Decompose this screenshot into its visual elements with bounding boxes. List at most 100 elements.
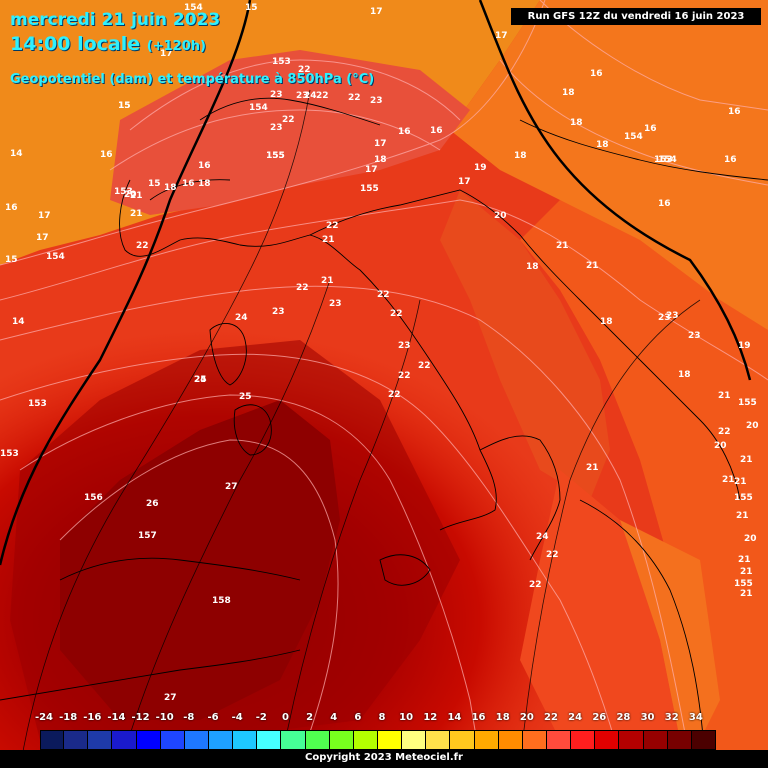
forecast-time: 14:00 locale (+120h) bbox=[10, 33, 206, 55]
color-swatch bbox=[547, 730, 572, 750]
scale-tick-label: -24 bbox=[34, 712, 54, 723]
scale-tick-label: 24 bbox=[568, 712, 583, 723]
scale-tick-label: 16 bbox=[471, 712, 486, 723]
temp-label: 19 bbox=[474, 163, 487, 173]
scale-tick-label: 30 bbox=[640, 712, 655, 723]
temp-label: 17 bbox=[36, 233, 49, 243]
temp-label: 21 bbox=[321, 276, 334, 286]
geopot-label: 153 bbox=[654, 155, 673, 165]
temp-label: 25 bbox=[194, 375, 207, 385]
color-swatch bbox=[571, 730, 596, 750]
color-swatch bbox=[667, 730, 692, 750]
temp-label: 21 bbox=[736, 511, 749, 521]
temp-label: 22 bbox=[326, 221, 339, 231]
temp-label: 18 bbox=[164, 183, 177, 193]
temp-label: 23 bbox=[398, 341, 411, 351]
scale-tick-label: 12 bbox=[423, 712, 438, 723]
temp-label: 23 bbox=[688, 331, 701, 341]
temp-label: 19 bbox=[738, 341, 751, 351]
temp-label: 18 bbox=[570, 118, 583, 128]
temp-label: 22 bbox=[390, 309, 403, 319]
color-swatch bbox=[160, 730, 185, 750]
scale-tick-label: 18 bbox=[495, 712, 510, 723]
color-swatch bbox=[474, 730, 499, 750]
geopot-label: 153 bbox=[0, 449, 19, 459]
temp-label: 18 bbox=[600, 317, 613, 327]
temp-label: 27 bbox=[164, 693, 177, 703]
scale-tick-label: -14 bbox=[107, 712, 126, 723]
temp-label: 23 bbox=[658, 313, 671, 323]
temp-label: 24 bbox=[194, 375, 207, 385]
scale-tick-label: 20 bbox=[519, 712, 534, 723]
temp-label: 16 bbox=[728, 107, 741, 117]
temp-label: 21 bbox=[722, 475, 735, 485]
temp-label: 18 bbox=[198, 179, 211, 189]
geopot-label: 155 bbox=[734, 579, 753, 589]
color-swatch bbox=[112, 730, 137, 750]
temp-label: 22 bbox=[348, 93, 361, 103]
scale-tick-label: 32 bbox=[664, 712, 679, 723]
scale-tick-label: 0 bbox=[281, 712, 289, 723]
temp-label: 17 bbox=[160, 49, 173, 59]
scale-tick-label: 2 bbox=[306, 712, 314, 723]
temp-label: 23 bbox=[370, 96, 383, 106]
color-swatch bbox=[281, 730, 306, 750]
temp-label: 16 bbox=[182, 179, 195, 189]
footer-bar bbox=[0, 750, 768, 768]
geopotential-thin-lines bbox=[19, 89, 701, 768]
temp-label: 15 bbox=[118, 101, 131, 111]
temp-label: 25 bbox=[239, 392, 252, 402]
zone-alps-band bbox=[110, 50, 470, 215]
geopot-label: 154 bbox=[184, 3, 203, 13]
temp-label: 21 bbox=[718, 391, 731, 401]
forecast-offset: (+120h) bbox=[146, 39, 206, 54]
temp-label: 16 bbox=[658, 199, 671, 209]
temp-label: 23 bbox=[329, 299, 342, 309]
temp-label: 22 bbox=[718, 427, 731, 437]
color-swatch bbox=[426, 730, 451, 750]
temp-label: 15 bbox=[5, 255, 18, 265]
temp-label: 22 bbox=[546, 550, 559, 560]
temp-label: 21 bbox=[734, 477, 747, 487]
scale-tick-label: -8 bbox=[183, 712, 195, 723]
color-swatch bbox=[402, 730, 427, 750]
temp-label: 16 bbox=[198, 161, 211, 171]
scale-tick-label: 4 bbox=[330, 712, 338, 723]
color-swatch bbox=[184, 730, 209, 750]
scale-tick-label: -16 bbox=[83, 712, 102, 723]
coastlines bbox=[0, 97, 768, 761]
color-swatch bbox=[40, 730, 65, 750]
geopot-label: 155 bbox=[266, 151, 285, 161]
geopotential-labels: 154 154 153 153 154 155 153 154 154 153 … bbox=[0, 3, 757, 606]
color-swatch bbox=[643, 730, 668, 750]
temp-label: 15 bbox=[245, 3, 258, 13]
scale-tick-label: -6 bbox=[207, 712, 219, 723]
scale-tick-label: 28 bbox=[616, 712, 631, 723]
temp-label: 16 bbox=[430, 126, 443, 136]
color-swatch bbox=[450, 730, 475, 750]
scale-tick-label: -4 bbox=[231, 712, 243, 723]
temp-label: 18 bbox=[526, 262, 539, 272]
zone-orange-se bbox=[620, 520, 720, 740]
color-swatch bbox=[353, 730, 378, 750]
temp-label: 23 bbox=[272, 307, 285, 317]
geopot-label: 155 bbox=[266, 151, 285, 161]
scale-tick-label: -10 bbox=[155, 712, 174, 723]
temp-label: 22 bbox=[298, 65, 311, 75]
temp-label: 21 bbox=[738, 555, 751, 565]
temp-label: 21 bbox=[130, 191, 143, 201]
color-swatch bbox=[64, 730, 89, 750]
geopot-label: 155 bbox=[738, 398, 757, 408]
temp-label: 22 bbox=[388, 390, 401, 400]
geopot-label: 153 bbox=[272, 57, 291, 67]
temp-label: 18 bbox=[678, 370, 691, 380]
temp-label: 26 bbox=[146, 499, 159, 509]
scale-tick-label: 34 bbox=[688, 712, 703, 723]
temp-label: 15 bbox=[148, 179, 161, 189]
geopot-label: 156 bbox=[84, 493, 103, 503]
color-swatch bbox=[498, 730, 523, 750]
temp-label: 16 bbox=[5, 203, 18, 213]
temp-label: 18 bbox=[562, 88, 575, 98]
temp-label: 17 bbox=[495, 31, 508, 41]
